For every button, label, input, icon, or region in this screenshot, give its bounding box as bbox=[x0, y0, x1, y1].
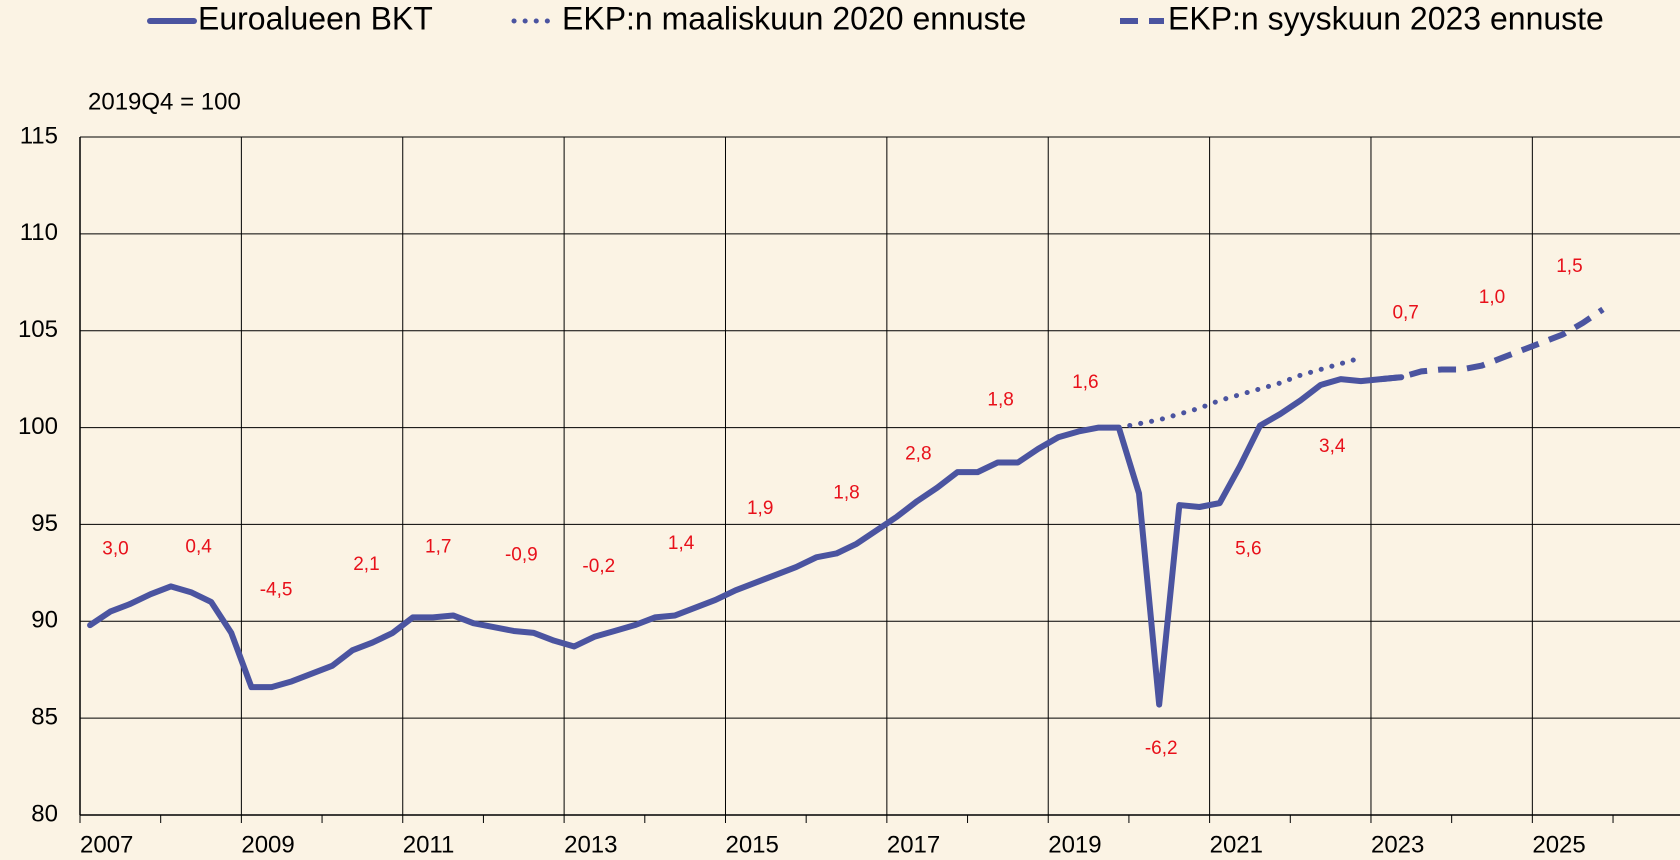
x-tick-label: 2015 bbox=[725, 831, 778, 858]
annotation: 3,0 bbox=[102, 539, 128, 560]
x-tick-label: 2013 bbox=[564, 831, 617, 858]
y-tick-label: 95 bbox=[31, 510, 58, 537]
annotation: 5,6 bbox=[1235, 539, 1261, 560]
legend-label: Euroalueen BKT bbox=[198, 0, 433, 36]
series-line bbox=[1116, 355, 1364, 431]
y-axis-label: 2019Q4 = 100 bbox=[88, 88, 241, 115]
annotation: 1,4 bbox=[668, 533, 695, 554]
y-tick-label: 110 bbox=[20, 219, 58, 246]
annotation: 1,7 bbox=[425, 537, 451, 558]
x-tick-label: 2021 bbox=[1210, 831, 1263, 858]
annotation: 0,7 bbox=[1392, 302, 1418, 323]
annotation: -0,2 bbox=[582, 556, 615, 577]
annotation: 1,6 bbox=[1072, 372, 1098, 393]
annotation: 1,8 bbox=[833, 482, 859, 503]
y-tick-label: 80 bbox=[31, 800, 58, 827]
series-line bbox=[87, 374, 1405, 708]
y-tick-label: 100 bbox=[18, 413, 58, 440]
x-tick-label: 2023 bbox=[1371, 831, 1424, 858]
annotation: -4,5 bbox=[260, 579, 293, 600]
y-tick-label: 90 bbox=[31, 607, 58, 634]
y-tick-label: 85 bbox=[31, 703, 58, 730]
annotation: 1,5 bbox=[1556, 256, 1582, 277]
x-tick-label: 2009 bbox=[241, 831, 294, 858]
y-tick-label: 115 bbox=[20, 122, 58, 149]
series-line bbox=[1380, 306, 1605, 383]
annotation: 0,4 bbox=[185, 537, 212, 558]
annotation: 3,4 bbox=[1319, 436, 1346, 457]
annotation: 1,9 bbox=[747, 498, 773, 519]
legend-label: EKP:n syyskuun 2023 ennuste bbox=[1168, 0, 1604, 36]
legend-label: EKP:n maaliskuun 2020 ennuste bbox=[562, 0, 1026, 36]
annotation: 2,1 bbox=[353, 554, 379, 575]
x-tick-label: 2007 bbox=[80, 831, 133, 858]
x-tick-label: 2017 bbox=[887, 831, 940, 858]
annotation: -0,9 bbox=[505, 544, 538, 565]
annotation: 2,8 bbox=[905, 444, 931, 465]
annotation: -6,2 bbox=[1145, 738, 1178, 759]
annotation: 1,0 bbox=[1479, 287, 1505, 308]
x-tick-label: 2025 bbox=[1532, 831, 1585, 858]
y-tick-label: 105 bbox=[18, 316, 58, 343]
x-tick-label: 2011 bbox=[403, 831, 455, 858]
x-tick-label: 2019 bbox=[1048, 831, 1101, 858]
annotation: 1,8 bbox=[987, 389, 1013, 410]
